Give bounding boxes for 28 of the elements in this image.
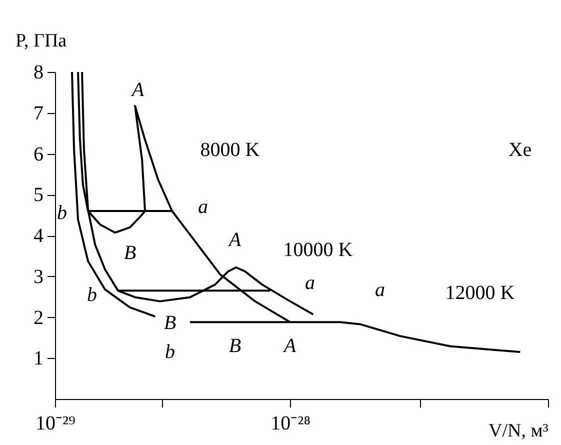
- x-tick-label: 10⁻²⁹: [36, 412, 76, 434]
- y-axis-title: P, ГПа: [16, 30, 68, 52]
- annotation: b: [165, 341, 175, 363]
- annotation: b: [87, 284, 97, 306]
- annotation: a: [198, 196, 208, 218]
- annotation: A: [226, 229, 242, 251]
- annotation: A: [130, 79, 145, 101]
- y-tick-label: 1: [34, 348, 44, 370]
- annotation: a: [305, 272, 315, 294]
- y-tick-label: 2: [34, 306, 44, 329]
- annotation: 8000 K: [200, 139, 260, 161]
- y-tick-label: 4: [34, 225, 44, 247]
- annotation: B: [228, 335, 242, 357]
- annotation: a: [375, 279, 385, 301]
- y-tick-label: 7: [34, 102, 44, 124]
- y-tick-label: 5: [34, 184, 44, 206]
- annotation: 12000 K: [445, 282, 516, 304]
- annotation: B: [124, 242, 136, 264]
- x-tick-label: 10⁻²⁸: [270, 412, 311, 434]
- y-tick-label: 6: [34, 143, 44, 166]
- annotation: B: [164, 312, 176, 334]
- annotation: b: [57, 202, 67, 224]
- annotation: 10000 K: [283, 239, 354, 261]
- x-axis-title: V/N, м³: [488, 420, 549, 442]
- y-tick-label: 3: [34, 266, 44, 288]
- annotation: Xe: [508, 139, 532, 161]
- annotation: A: [282, 335, 297, 357]
- y-tick-label: 8: [34, 62, 44, 84]
